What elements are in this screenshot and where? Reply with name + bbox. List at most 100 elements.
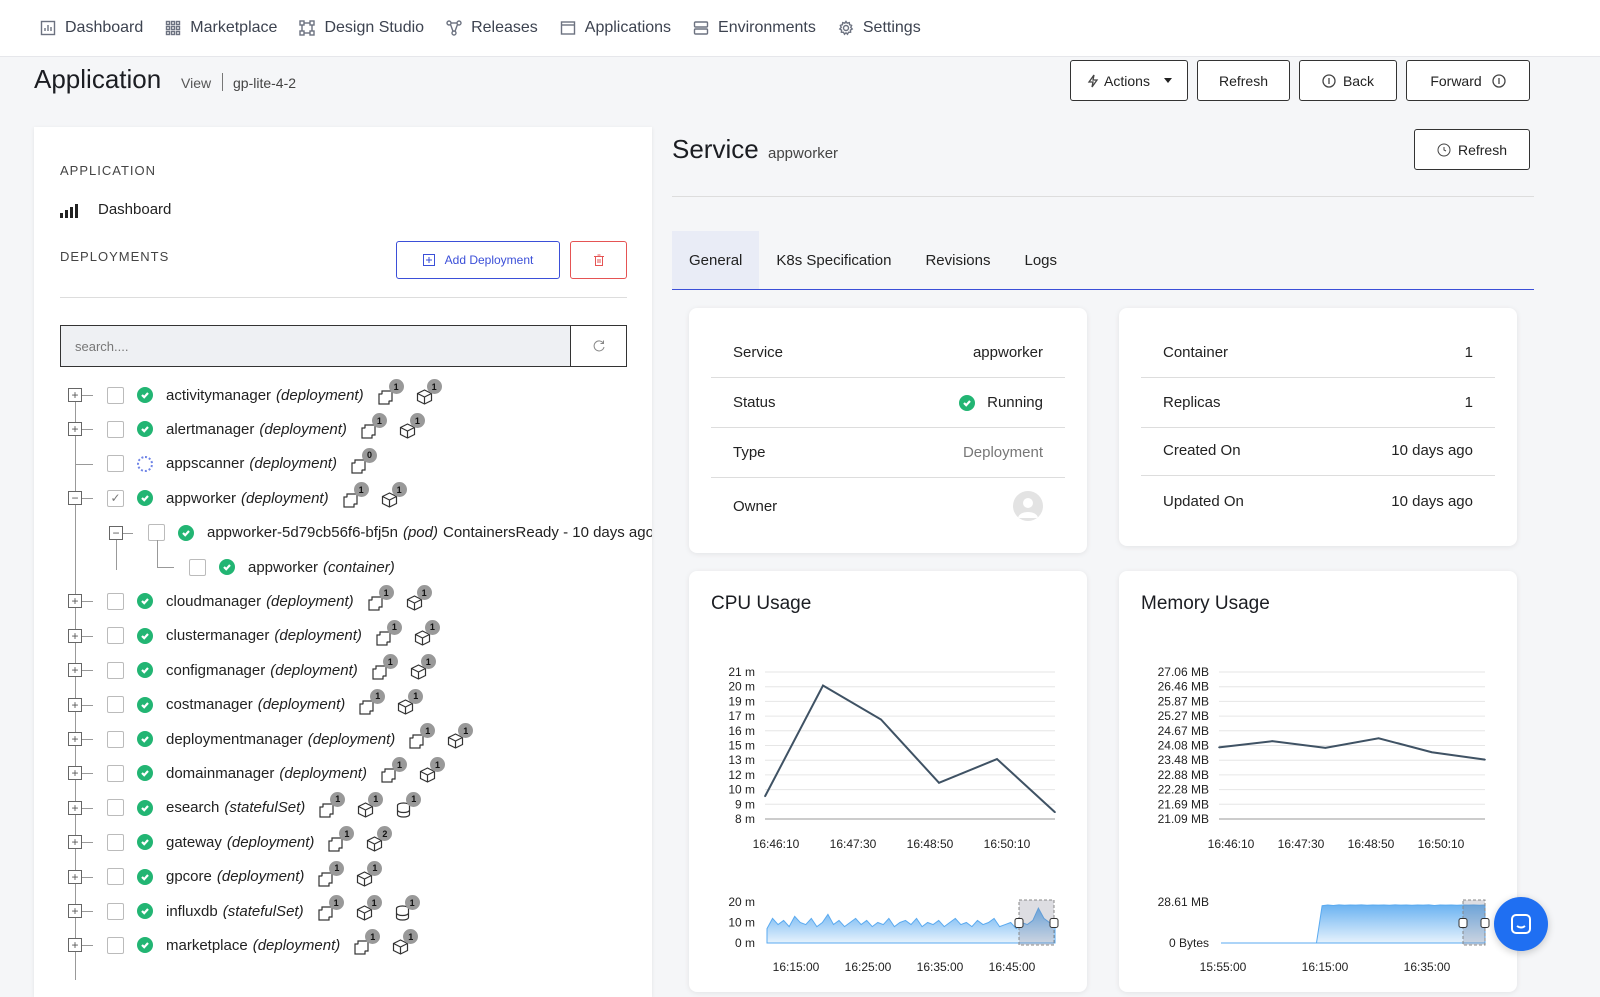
nav-item-applications[interactable]: Applications — [560, 19, 671, 37]
row-checkbox[interactable]: ✓ — [107, 489, 124, 507]
expand-toggle[interactable]: + — [68, 697, 82, 712]
deployment-row[interactable]: deploymentmanager (deployment) 1 1 — [107, 723, 474, 752]
search-refresh-button[interactable] — [570, 325, 627, 367]
deployment-row[interactable]: costmanager (deployment) 1 1 — [107, 688, 424, 718]
pods-icon[interactable]: 1 — [319, 791, 346, 818]
nav-item-design-studio[interactable]: Design Studio — [299, 19, 424, 37]
pods-icon[interactable]: 1 — [354, 929, 381, 955]
pods-icon[interactable]: 1 — [376, 619, 402, 646]
container-row[interactable]: appworker (container) — [189, 554, 395, 580]
refresh-button[interactable]: Refresh — [1197, 60, 1290, 101]
row-checkbox[interactable] — [107, 420, 124, 438]
pods-icon[interactable]: 1 — [361, 413, 387, 439]
pods-icon[interactable]: 1 — [317, 895, 344, 921]
cube-icon[interactable]: 1 — [406, 585, 432, 612]
expand-toggle[interactable]: + — [68, 800, 82, 815]
tab-k8s-specification[interactable]: K8s Specification — [776, 251, 892, 269]
expand-toggle[interactable]: + — [68, 663, 82, 678]
row-checkbox[interactable] — [107, 592, 124, 610]
database-icon[interactable]: 1 — [395, 791, 422, 818]
add-deployment-button[interactable]: Add Deployment — [396, 241, 560, 279]
search-input[interactable] — [60, 325, 570, 367]
row-checkbox[interactable] — [107, 627, 124, 645]
expand-toggle[interactable]: + — [68, 835, 82, 850]
deployment-row[interactable]: esearch (statefulSet) 1 1 1 — [107, 791, 422, 821]
pods-icon[interactable]: 1 — [328, 826, 355, 852]
deployment-row[interactable]: alertmanager (deployment) 1 1 — [107, 413, 425, 442]
pods-icon[interactable]: 1 — [372, 654, 398, 680]
cube-icon[interactable]: 1 — [416, 379, 442, 405]
row-checkbox[interactable] — [107, 455, 124, 473]
nav-item-dashboard[interactable]: Dashboard — [40, 19, 143, 37]
deployment-row[interactable]: clustermanager (deployment) 1 1 — [107, 619, 440, 649]
deployment-row[interactable]: domainmanager (deployment) 1 1 — [107, 757, 445, 786]
database-icon[interactable]: 1 — [394, 895, 420, 921]
deployment-row[interactable]: appscanner (deployment) 0 — [107, 447, 377, 477]
deployment-row[interactable]: cloudmanager (deployment) 1 1 — [107, 585, 432, 614]
pods-icon[interactable]: 1 — [368, 585, 394, 611]
forward-button[interactable]: Forward — [1406, 60, 1530, 101]
nav-item-marketplace[interactable]: Marketplace — [165, 19, 277, 37]
expand-toggle[interactable]: + — [68, 869, 82, 884]
cube-icon[interactable]: 1 — [414, 619, 440, 646]
expand-toggle[interactable]: + — [68, 594, 82, 609]
deployment-row[interactable]: activitymanager (deployment) 1 1 — [107, 379, 442, 408]
expand-toggle[interactable]: + — [68, 904, 82, 918]
pods-icon[interactable]: 1 — [377, 379, 404, 405]
tab-revisions[interactable]: Revisions — [925, 251, 991, 269]
expand-toggle[interactable]: + — [68, 938, 82, 953]
row-checkbox[interactable] — [107, 730, 124, 748]
cube-icon[interactable]: 1 — [356, 895, 382, 921]
cube-icon[interactable]: 2 — [366, 826, 393, 852]
pod-row[interactable]: appworker-5d79cb56f6-bfj5n (pod) Container… — [148, 520, 652, 546]
tab-general[interactable]: General — [672, 231, 760, 289]
chat-support-button[interactable] — [1494, 897, 1548, 951]
row-checkbox[interactable] — [107, 868, 124, 886]
nav-item-settings[interactable]: Settings — [838, 19, 921, 37]
expand-toggle[interactable]: + — [68, 388, 82, 402]
row-checkbox[interactable] — [107, 386, 124, 404]
expand-toggle[interactable]: + — [68, 766, 82, 781]
deployment-row[interactable]: configmanager (deployment) 1 1 — [107, 654, 436, 683]
owner-avatar-icon[interactable] — [1013, 491, 1043, 521]
deployment-row[interactable]: ✓ appworker (deployment) 1 1 — [107, 482, 407, 511]
row-checkbox[interactable] — [189, 558, 206, 576]
row-checkbox[interactable] — [107, 833, 124, 851]
expand-toggle[interactable]: + — [68, 628, 82, 643]
back-button[interactable]: Back — [1299, 60, 1397, 101]
cube-icon[interactable]: 1 — [397, 688, 424, 715]
cube-icon[interactable]: 1 — [356, 860, 383, 887]
deployment-row[interactable]: influxdb (statefulSet) 1 1 1 — [107, 895, 420, 924]
expand-toggle[interactable]: + — [68, 422, 82, 437]
pods-icon[interactable]: 0 — [351, 447, 377, 474]
actions-dropdown-button[interactable]: Actions — [1070, 60, 1188, 101]
deployment-row[interactable]: gpcore (deployment) 1 1 — [107, 860, 383, 890]
row-checkbox[interactable] — [107, 696, 124, 714]
pods-icon[interactable]: 1 — [342, 482, 369, 508]
pods-icon[interactable]: 1 — [381, 757, 407, 783]
deployment-row[interactable]: marketplace (deployment) 1 1 — [107, 929, 419, 958]
cube-icon[interactable]: 1 — [392, 929, 419, 956]
service-refresh-button[interactable]: Refresh — [1414, 129, 1530, 170]
nav-item-environments[interactable]: Environments — [693, 19, 816, 37]
cube-icon[interactable]: 1 — [419, 757, 445, 784]
cube-icon[interactable]: 1 — [410, 654, 436, 680]
collapse-toggle[interactable]: − — [68, 491, 82, 506]
nav-item-releases[interactable]: Releases — [446, 19, 538, 37]
pods-icon[interactable]: 1 — [318, 860, 345, 887]
tab-logs[interactable]: Logs — [1024, 251, 1058, 269]
cube-icon[interactable]: 1 — [381, 482, 407, 508]
cube-icon[interactable]: 1 — [399, 413, 425, 440]
row-checkbox[interactable] — [148, 524, 165, 542]
row-checkbox[interactable] — [107, 936, 124, 954]
deployment-row[interactable]: gateway (deployment) 1 2 — [107, 826, 393, 855]
row-checkbox[interactable] — [107, 661, 124, 679]
row-checkbox[interactable] — [107, 902, 124, 920]
row-checkbox[interactable] — [107, 799, 124, 817]
cube-icon[interactable]: 1 — [447, 723, 474, 749]
expand-toggle[interactable]: + — [68, 732, 82, 746]
row-checkbox[interactable] — [107, 764, 124, 782]
cube-icon[interactable]: 1 — [357, 791, 384, 818]
breadcrumb-view[interactable]: View — [181, 75, 212, 91]
pods-icon[interactable]: 1 — [359, 688, 386, 715]
